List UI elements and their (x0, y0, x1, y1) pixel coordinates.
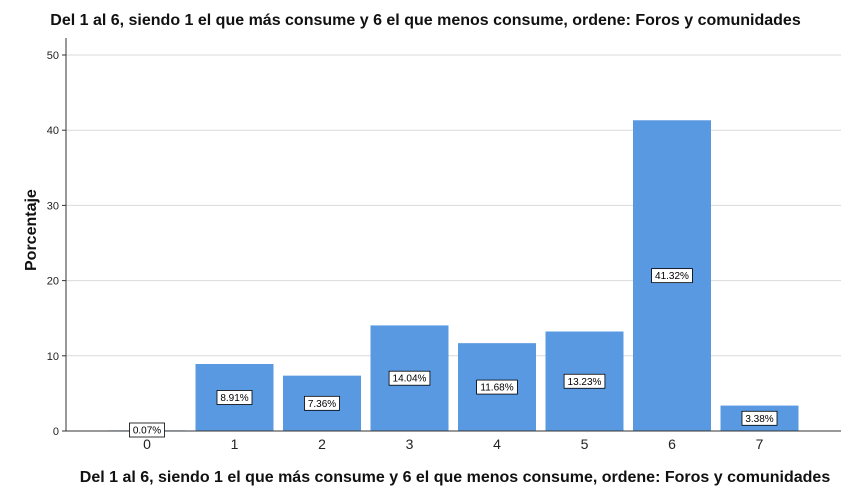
y-tick-label: 40 (47, 125, 59, 137)
data-label-box (741, 410, 778, 426)
data-label-box (304, 395, 340, 411)
chart-title: Del 1 al 6, siendo 1 el que más consume … (50, 12, 801, 29)
data-label-box (651, 268, 693, 284)
x-tick-label: 3 (406, 436, 414, 452)
x-tick-label: 5 (581, 436, 589, 452)
y-tick-label: 0 (53, 426, 59, 438)
x-axis-title: Del 1 al 6, siendo 1 el que más consume … (79, 469, 831, 486)
data-label: 11.68% (480, 383, 513, 394)
x-tick-label: 0 (143, 436, 151, 452)
data-label-box (129, 422, 165, 438)
x-tick-label: 7 (756, 436, 764, 452)
y-tick-label: 50 (47, 50, 59, 62)
data-label-box (563, 373, 606, 389)
y-tick-label: 20 (47, 276, 59, 288)
data-label: 7.36% (308, 399, 336, 410)
y-tick-label: 10 (47, 351, 59, 363)
x-tick-label: 4 (493, 436, 501, 452)
y-tick-label: 30 (47, 200, 59, 212)
data-label: 3.38% (745, 414, 773, 425)
data-label-box (388, 370, 431, 386)
bars (108, 120, 799, 432)
data-label: 0.07% (133, 426, 161, 437)
data-label-box (216, 390, 253, 405)
grid-lines (66, 54, 841, 357)
data-label: 14.04% (393, 374, 427, 385)
data-label: 13.23% (568, 377, 602, 388)
x-tick-label: 1 (231, 436, 239, 452)
data-label-box (476, 379, 518, 395)
data-label: 41.32% (655, 271, 689, 282)
x-tick-label: 6 (668, 436, 676, 452)
data-label: 8.91% (220, 393, 248, 404)
data-labels: 0.07% 8.91% 7.36% 14.04% 11.68% 13.23% 41.32% 3… (129, 268, 778, 438)
x-tick-label: 2 (318, 436, 326, 452)
axes: 0 10 20 30 40 50 0 1 2 3 4 5 6 7 (47, 38, 841, 452)
